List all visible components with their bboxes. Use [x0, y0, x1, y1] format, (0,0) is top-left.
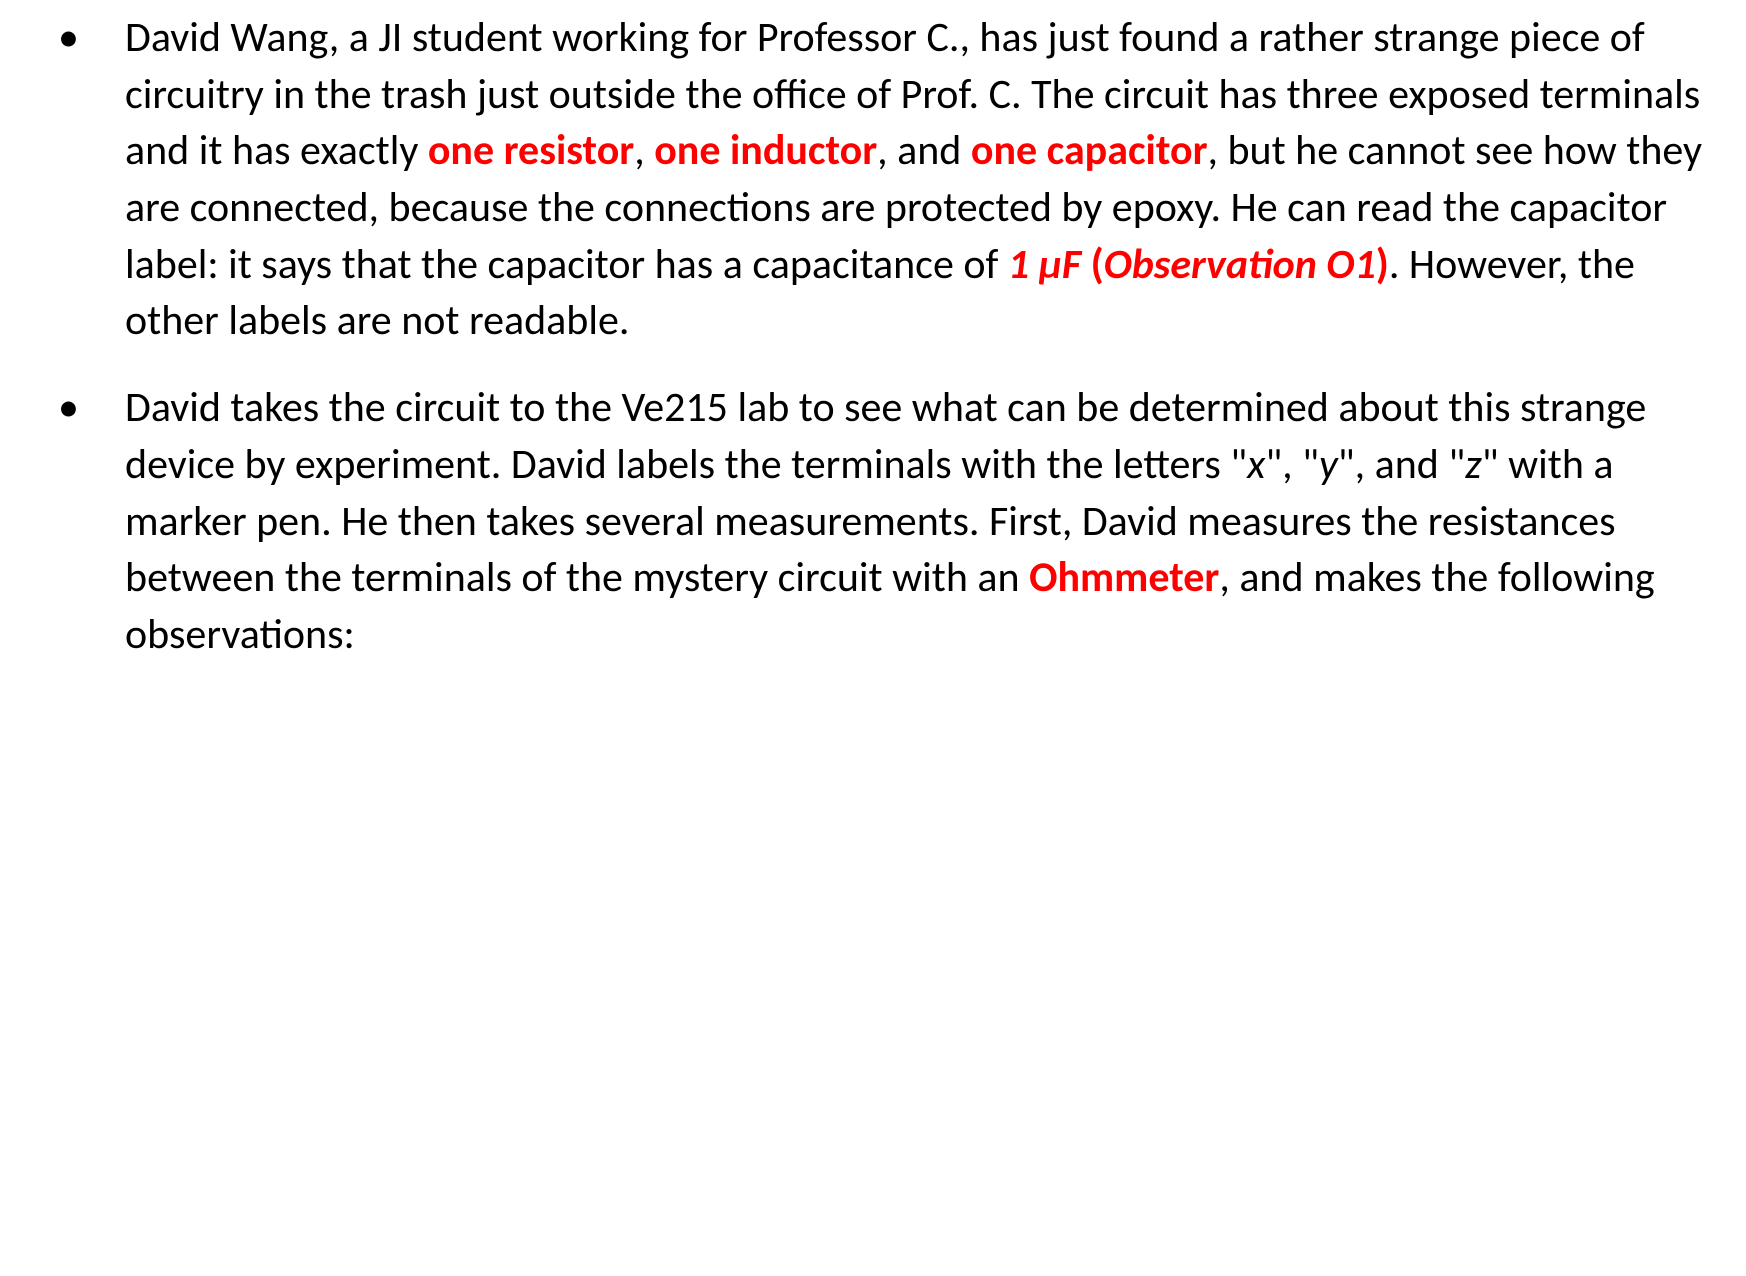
- bullet-item-2: David takes the circuit to the Ve215 lab…: [40, 380, 1706, 663]
- p1-highlight-open: (: [1081, 239, 1104, 290]
- p2-var-y: y: [1319, 439, 1338, 490]
- p1-highlight-close: ): [1376, 239, 1389, 290]
- p2-highlight-ohmmeter: Ohmmeter: [1029, 552, 1219, 603]
- p1-text-3: , and: [877, 125, 971, 176]
- bullet-item-1: David Wang, a JI student working for Pro…: [40, 10, 1706, 350]
- p2-text-2: ", ": [1265, 439, 1319, 490]
- p1-highlight-resistor: one resistor: [428, 125, 634, 176]
- p2-var-x: x: [1247, 439, 1265, 490]
- p1-highlight-inductor: one inductor: [654, 125, 877, 176]
- p2-text-3: ", and ": [1338, 439, 1465, 490]
- bullet-list: David Wang, a JI student working for Pro…: [40, 10, 1706, 664]
- p1-highlight-capacitor: one capacitor: [971, 125, 1208, 176]
- slide-body: David Wang, a JI student working for Pro…: [0, 0, 1746, 1276]
- p1-highlight-observation: Observation O1: [1104, 239, 1376, 290]
- p2-var-z: z: [1465, 439, 1482, 490]
- p1-text-2: ,: [634, 125, 654, 176]
- p1-highlight-value: 1 µF: [1008, 239, 1081, 290]
